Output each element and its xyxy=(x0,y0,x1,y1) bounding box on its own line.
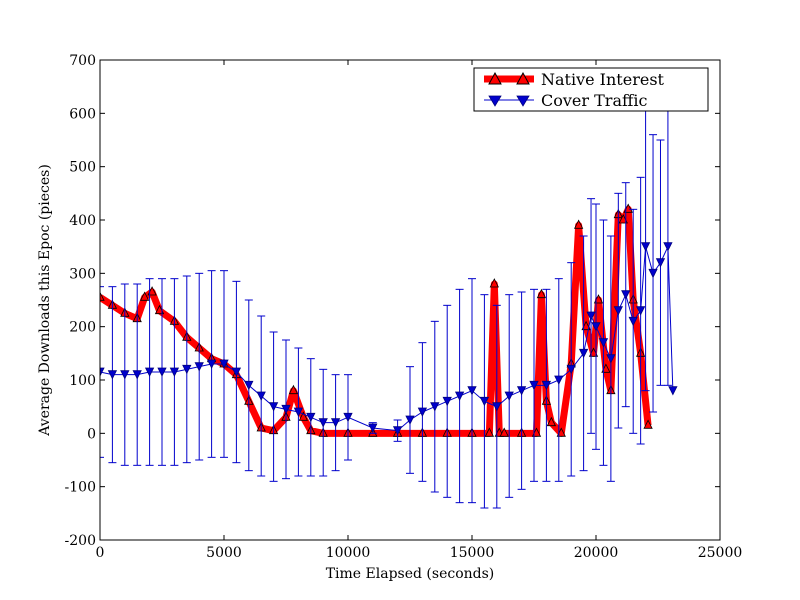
cover-traffic-point xyxy=(132,370,142,380)
cover-traffic-point xyxy=(504,391,514,401)
legend-marker-cover-traffic xyxy=(488,95,502,107)
y-tick-label: -200 xyxy=(65,533,96,549)
y-axis-label: Average Downloads this Epoc (pieces) xyxy=(37,164,53,437)
cover-traffic-point xyxy=(613,306,623,316)
legend: Native Interest Cover Traffic xyxy=(473,67,709,112)
cover-traffic-point xyxy=(182,364,192,375)
y-tick-label: 0 xyxy=(87,426,96,442)
plot-frame xyxy=(99,59,721,541)
legend-frame xyxy=(473,67,709,112)
cover-traffic-point xyxy=(392,426,403,436)
cover-traffic-point xyxy=(554,375,564,385)
cover-traffic-point xyxy=(194,362,204,372)
series-cover-traffic xyxy=(100,102,678,509)
cover-traffic-point xyxy=(541,380,552,391)
cover-traffic-point xyxy=(668,386,678,396)
cover-traffic-point xyxy=(157,367,167,377)
cover-traffic-point xyxy=(621,290,631,300)
cover-traffic-point xyxy=(640,242,651,252)
y-tick-label: 700 xyxy=(69,53,96,69)
cover-traffic-point xyxy=(578,348,589,359)
cover-traffic-point xyxy=(516,386,527,396)
cover-traffic-point xyxy=(293,407,304,417)
x-axis-label: Time Elapsed (seconds) xyxy=(326,566,495,582)
native-interest-point xyxy=(546,416,557,427)
native-interest-point xyxy=(288,384,299,395)
native-interest-point xyxy=(298,411,309,421)
native-interest-point xyxy=(139,291,150,301)
cover-traffic-point xyxy=(268,402,279,412)
legend-marker-cover-traffic xyxy=(516,95,530,107)
native-interest-point xyxy=(484,427,495,437)
cover-traffic-point xyxy=(318,418,328,428)
cover-traffic-point xyxy=(144,367,155,377)
cover-traffic-point xyxy=(417,407,428,417)
cover-traffic-point xyxy=(368,423,378,433)
cover-traffic-point xyxy=(256,391,266,401)
cover-traffic-point xyxy=(586,311,596,321)
cover-traffic-point xyxy=(430,402,440,412)
cover-traffic-point xyxy=(206,359,217,369)
cover-traffic-point xyxy=(591,322,601,332)
y-tick-label: 400 xyxy=(69,213,96,229)
legend-label-native-interest: Native Interest xyxy=(541,70,665,89)
cover-traffic-point xyxy=(648,268,658,279)
cover-traffic-point xyxy=(442,396,452,407)
native-interest-point xyxy=(100,291,105,301)
cover-traffic-point xyxy=(330,418,341,428)
x-tick-label: 20000 xyxy=(574,545,619,561)
x-tick-label: 10000 xyxy=(326,545,371,561)
y-tick-label: -100 xyxy=(65,480,96,496)
legend-marker-native-interest xyxy=(516,71,530,85)
cover-traffic-point xyxy=(107,370,118,380)
cover-traffic-point xyxy=(606,354,616,364)
y-tick-label: 600 xyxy=(69,106,96,122)
y-tick-label: 200 xyxy=(69,320,96,336)
x-tick-label: 5000 xyxy=(206,545,242,561)
cover-traffic-point xyxy=(566,364,576,375)
cover-traffic-point xyxy=(628,316,638,327)
native-interest-point xyxy=(643,419,653,429)
cover-traffic-point xyxy=(306,412,316,423)
cover-traffic-point xyxy=(120,370,130,380)
cover-traffic-point xyxy=(492,402,502,412)
cover-traffic-point xyxy=(100,367,105,377)
cover-traffic-point xyxy=(231,367,242,377)
x-tick-label: 0 xyxy=(96,545,105,561)
cover-traffic-point xyxy=(598,338,609,348)
cover-traffic-point xyxy=(529,380,539,391)
plot-layer xyxy=(100,102,678,509)
y-tick-label: 300 xyxy=(69,266,96,282)
cover-traffic-point xyxy=(169,367,180,377)
y-tick-label: 500 xyxy=(69,160,96,176)
cover-traffic-point xyxy=(663,242,673,252)
cover-traffic-point xyxy=(655,258,666,268)
legend-label-cover-traffic: Cover Traffic xyxy=(541,91,647,110)
cover-traffic-point xyxy=(343,412,353,423)
cover-traffic-point xyxy=(454,391,465,401)
native-interest-point xyxy=(573,219,584,229)
native-interest-point xyxy=(536,288,547,299)
cover-traffic-point xyxy=(479,396,490,407)
native-interest-point xyxy=(499,427,509,437)
series-layer xyxy=(100,102,678,509)
x-tick-label: 25000 xyxy=(698,545,743,561)
axes-layer: 0 5000 10000 15000 20000 25000 -200 -100 0 100 200… xyxy=(65,53,743,561)
native-interest-point xyxy=(489,278,499,288)
cover-traffic-point xyxy=(467,386,477,396)
cover-traffic-point xyxy=(405,415,415,425)
cover-traffic-point xyxy=(281,404,291,415)
x-tick-label: 15000 xyxy=(450,545,495,561)
cover-traffic-point xyxy=(635,306,646,316)
legend-marker-native-interest xyxy=(488,71,502,85)
y-tick-label: 100 xyxy=(69,373,96,389)
cover-traffic-point xyxy=(244,380,254,391)
cover-traffic-point xyxy=(219,359,229,369)
